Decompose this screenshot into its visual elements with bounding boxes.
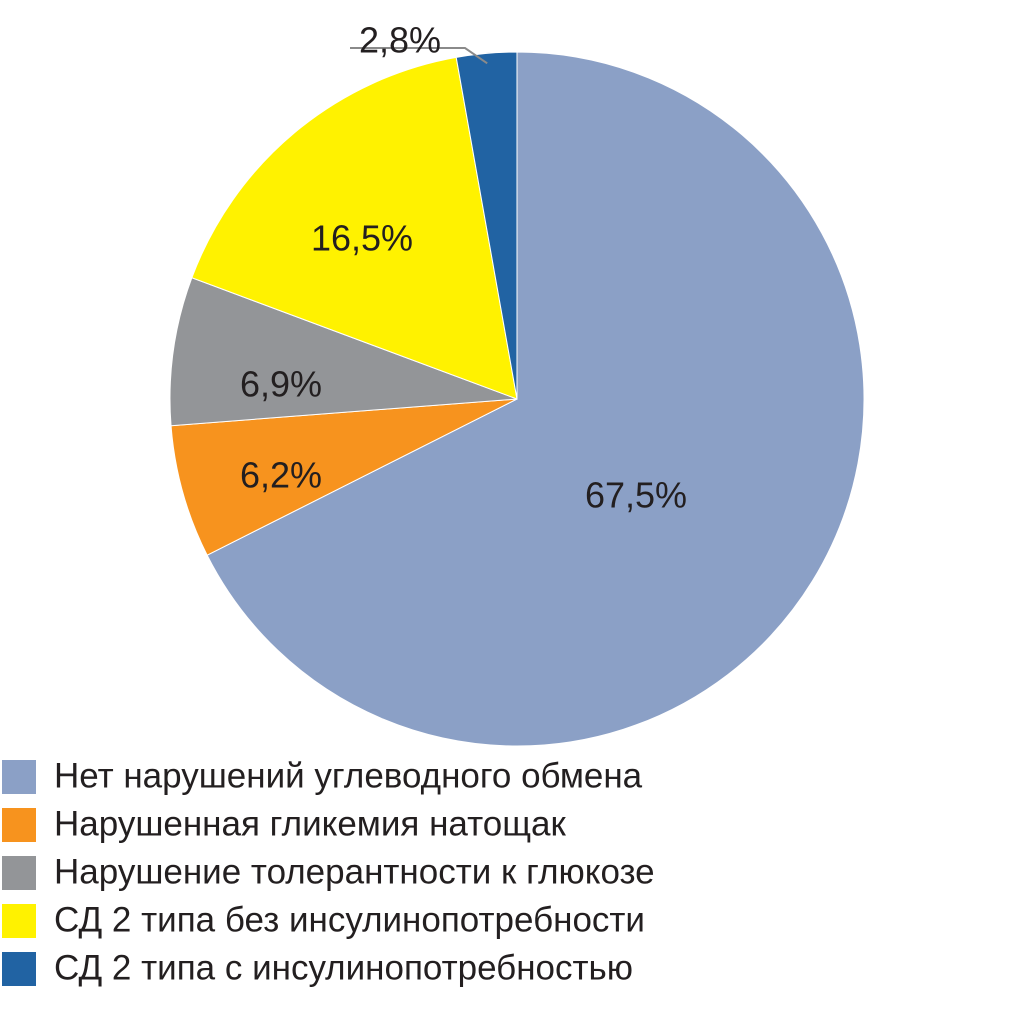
legend-label-5: СД 2 типа с инсулинопотребностью	[54, 948, 633, 987]
slice-label-5: 2,8%	[359, 20, 441, 61]
pie-slice-4	[191, 56, 518, 400]
legend-label-3: Нарушение толерантности к глюкозе	[54, 852, 655, 891]
legend-swatch-3	[2, 856, 36, 890]
slice-labels: 67,5% 6,2% 6,9% 16,5% 2,8%	[240, 20, 687, 516]
legend-swatch-4	[2, 904, 36, 938]
legend: Нет нарушений углеводного обмена Нарушенн…	[2, 756, 655, 987]
slice-label-2: 6,2%	[240, 455, 322, 496]
legend-label-2: Нарушенная гликемия натощак	[54, 804, 566, 843]
pie-slices	[169, 51, 865, 747]
pie-slice-1	[206, 51, 865, 747]
leader-line-slice-5	[350, 47, 488, 65]
legend-label-4: СД 2 типа без инсулинопотребности	[54, 900, 645, 939]
pie-slice-5	[455, 51, 518, 400]
slice-label-1: 67,5%	[585, 475, 687, 516]
slice-label-3: 6,9%	[240, 364, 322, 405]
legend-swatch-2	[2, 808, 36, 842]
pie-slice-2	[170, 398, 518, 556]
slice-label-4: 16,5%	[311, 218, 413, 259]
legend-swatch-1	[2, 760, 36, 794]
pie-slice-3	[169, 277, 518, 427]
legend-swatch-5	[2, 952, 36, 986]
legend-label-1: Нет нарушений углеводного обмена	[54, 756, 643, 795]
